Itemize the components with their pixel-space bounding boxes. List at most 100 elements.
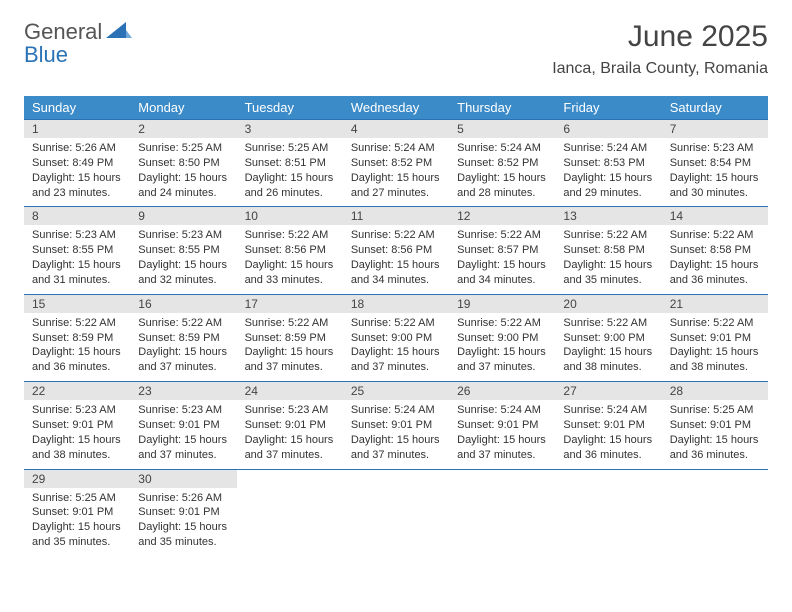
day-number: 4 [343, 120, 449, 138]
daylight-line2: and 34 minutes. [351, 273, 441, 288]
day-cell: Sunrise: 5:24 AMSunset: 8:52 PMDaylight:… [343, 138, 449, 207]
daylight-line2: and 37 minutes. [138, 448, 228, 463]
sunset-text: Sunset: 9:01 PM [138, 505, 228, 520]
day-number [237, 470, 343, 488]
daylight-line2: and 37 minutes. [351, 448, 441, 463]
sunset-text: Sunset: 9:01 PM [457, 418, 547, 433]
logo-word-general: General [24, 19, 102, 44]
sunrise-text: Sunrise: 5:22 AM [563, 316, 653, 331]
sunrise-text: Sunrise: 5:24 AM [563, 141, 653, 156]
daylight-line1: Daylight: 15 hours [138, 433, 228, 448]
daylight-line2: and 26 minutes. [245, 186, 335, 201]
day-number: 21 [662, 295, 768, 313]
sunrise-text: Sunrise: 5:23 AM [138, 228, 228, 243]
daylight-line2: and 36 minutes. [670, 273, 760, 288]
daylight-line2: and 37 minutes. [457, 448, 547, 463]
sunset-text: Sunset: 9:00 PM [563, 331, 653, 346]
sunset-text: Sunset: 8:58 PM [563, 243, 653, 258]
day-cell: Sunrise: 5:22 AMSunset: 8:58 PMDaylight:… [662, 225, 768, 294]
day-number: 7 [662, 120, 768, 138]
day-number [662, 470, 768, 488]
sunrise-text: Sunrise: 5:25 AM [138, 141, 228, 156]
day-number: 30 [130, 470, 236, 488]
day-cell: Sunrise: 5:24 AMSunset: 8:53 PMDaylight:… [555, 138, 661, 207]
daynum-row: 1234567 [24, 120, 768, 138]
dow-sunday: Sunday [24, 96, 130, 120]
month-title: June 2025 [552, 20, 768, 54]
sunrise-text: Sunrise: 5:22 AM [457, 228, 547, 243]
day-number: 19 [449, 295, 555, 313]
dow-friday: Friday [555, 96, 661, 120]
day-number: 23 [130, 382, 236, 400]
day-of-week-header: Sunday Monday Tuesday Wednesday Thursday… [24, 96, 768, 120]
day-number: 16 [130, 295, 236, 313]
day-number: 28 [662, 382, 768, 400]
calendar-table: Sunday Monday Tuesday Wednesday Thursday… [24, 96, 768, 556]
day-cell: Sunrise: 5:22 AMSunset: 8:57 PMDaylight:… [449, 225, 555, 294]
daylight-line1: Daylight: 15 hours [563, 433, 653, 448]
sunrise-text: Sunrise: 5:22 AM [351, 316, 441, 331]
sunset-text: Sunset: 9:01 PM [670, 418, 760, 433]
sunset-text: Sunset: 9:01 PM [32, 505, 122, 520]
day-cell: Sunrise: 5:25 AMSunset: 9:01 PMDaylight:… [24, 488, 130, 556]
day-number: 29 [24, 470, 130, 488]
day-number: 14 [662, 207, 768, 225]
day-number: 3 [237, 120, 343, 138]
day-cell: Sunrise: 5:22 AMSunset: 9:00 PMDaylight:… [343, 313, 449, 382]
day-cell [237, 488, 343, 556]
day-number: 10 [237, 207, 343, 225]
sunrise-text: Sunrise: 5:22 AM [138, 316, 228, 331]
day-cell: Sunrise: 5:26 AMSunset: 9:01 PMDaylight:… [130, 488, 236, 556]
day-cell: Sunrise: 5:23 AMSunset: 9:01 PMDaylight:… [237, 400, 343, 469]
sunrise-text: Sunrise: 5:25 AM [32, 491, 122, 506]
sunrise-text: Sunrise: 5:26 AM [32, 141, 122, 156]
day-cell: Sunrise: 5:22 AMSunset: 8:56 PMDaylight:… [237, 225, 343, 294]
day-cell: Sunrise: 5:23 AMSunset: 9:01 PMDaylight:… [24, 400, 130, 469]
sunrise-text: Sunrise: 5:22 AM [351, 228, 441, 243]
daynum-row: 15161718192021 [24, 295, 768, 313]
daylight-line1: Daylight: 15 hours [138, 258, 228, 273]
daylight-line1: Daylight: 15 hours [457, 345, 547, 360]
daylight-line2: and 28 minutes. [457, 186, 547, 201]
day-number: 8 [24, 207, 130, 225]
dow-tuesday: Tuesday [237, 96, 343, 120]
sunset-text: Sunset: 8:52 PM [457, 156, 547, 171]
sunrise-text: Sunrise: 5:25 AM [670, 403, 760, 418]
title-block: June 2025 Ianca, Braila County, Romania [552, 20, 768, 78]
sunrise-text: Sunrise: 5:24 AM [351, 141, 441, 156]
logo-word-blue: Blue [24, 42, 68, 67]
daylight-line1: Daylight: 15 hours [245, 258, 335, 273]
day-cell: Sunrise: 5:24 AMSunset: 8:52 PMDaylight:… [449, 138, 555, 207]
daylight-line2: and 24 minutes. [138, 186, 228, 201]
day-number: 13 [555, 207, 661, 225]
sunrise-text: Sunrise: 5:24 AM [563, 403, 653, 418]
sunrise-text: Sunrise: 5:22 AM [670, 316, 760, 331]
daylight-line1: Daylight: 15 hours [32, 258, 122, 273]
daylight-line1: Daylight: 15 hours [245, 171, 335, 186]
daylight-line2: and 23 minutes. [32, 186, 122, 201]
day-number: 24 [237, 382, 343, 400]
day-cell: Sunrise: 5:23 AMSunset: 8:54 PMDaylight:… [662, 138, 768, 207]
daylight-line1: Daylight: 15 hours [457, 258, 547, 273]
daylight-line1: Daylight: 15 hours [457, 433, 547, 448]
day-cell: Sunrise: 5:24 AMSunset: 9:01 PMDaylight:… [555, 400, 661, 469]
sunrise-text: Sunrise: 5:24 AM [457, 141, 547, 156]
day-cell: Sunrise: 5:25 AMSunset: 8:50 PMDaylight:… [130, 138, 236, 207]
day-number [343, 470, 449, 488]
sunrise-text: Sunrise: 5:25 AM [245, 141, 335, 156]
sunrise-text: Sunrise: 5:22 AM [670, 228, 760, 243]
day-cell [343, 488, 449, 556]
day-cell [662, 488, 768, 556]
sunset-text: Sunset: 9:01 PM [563, 418, 653, 433]
logo-triangle-icon [106, 20, 132, 47]
daylight-line1: Daylight: 15 hours [670, 345, 760, 360]
logo-text: General Blue [24, 20, 102, 66]
daylight-line2: and 34 minutes. [457, 273, 547, 288]
sunset-text: Sunset: 9:01 PM [245, 418, 335, 433]
daylight-line1: Daylight: 15 hours [32, 433, 122, 448]
sunset-text: Sunset: 9:01 PM [670, 331, 760, 346]
sunset-text: Sunset: 8:53 PM [563, 156, 653, 171]
sunset-text: Sunset: 8:59 PM [245, 331, 335, 346]
sunset-text: Sunset: 8:52 PM [351, 156, 441, 171]
sunrise-text: Sunrise: 5:23 AM [32, 228, 122, 243]
